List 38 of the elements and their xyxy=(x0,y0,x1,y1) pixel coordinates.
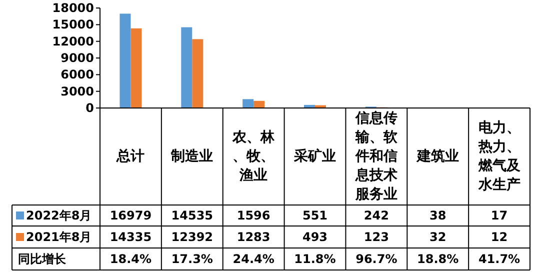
y-tick-label: 18000 xyxy=(52,1,94,15)
y-tick-label: 6000 xyxy=(60,68,94,82)
data-label: 12 xyxy=(490,230,508,244)
legend-label: 2021年8月 xyxy=(26,230,92,244)
data-label: 493 xyxy=(302,230,328,244)
x-tick-label: 信息传输、软件和信息技术服务业 xyxy=(354,110,398,202)
data-label: 17 xyxy=(490,208,508,222)
text: 18.8% xyxy=(417,252,459,266)
data-label: 14335 xyxy=(110,230,152,244)
data-label: 38 xyxy=(430,208,446,222)
text: 24.4% xyxy=(232,252,274,266)
data-label: 16979 xyxy=(110,208,152,222)
x-tick-label: 农、林、牧、渔业 xyxy=(232,130,276,184)
y-tick-label: 9000 xyxy=(60,51,94,65)
data-label: 14535 xyxy=(171,208,214,222)
data-label: 123 xyxy=(364,230,389,244)
text: 96.7% xyxy=(356,252,398,266)
text: 41.7% xyxy=(478,252,520,266)
data-label: 32 xyxy=(430,230,446,244)
text: 同比增长 xyxy=(18,252,66,266)
data-label: 242 xyxy=(364,208,389,222)
y-tick-label: 12000 xyxy=(52,34,94,48)
x-tick-label: 总计 xyxy=(116,148,145,164)
y-tick-label: 0 xyxy=(86,101,94,115)
legend-label: 2022年8月 xyxy=(26,208,92,222)
data-label: 12392 xyxy=(171,230,214,244)
text: 17.3% xyxy=(171,252,213,266)
x-tick-label: 采矿业 xyxy=(293,148,336,164)
x-tick-label: 制造业 xyxy=(170,148,214,164)
y-tick-label: 15000 xyxy=(52,18,94,32)
x-tick-label: 建筑业 xyxy=(416,148,459,164)
text: 18.4% xyxy=(110,252,152,266)
x-tick-label: 电力、热力、燃气及水生产 xyxy=(477,120,522,193)
text: 11.8% xyxy=(294,252,336,266)
data-label: 551 xyxy=(302,208,328,222)
data-label: 1596 xyxy=(236,208,270,222)
data-label: 1283 xyxy=(236,230,270,244)
y-tick-label: 3000 xyxy=(60,84,94,98)
